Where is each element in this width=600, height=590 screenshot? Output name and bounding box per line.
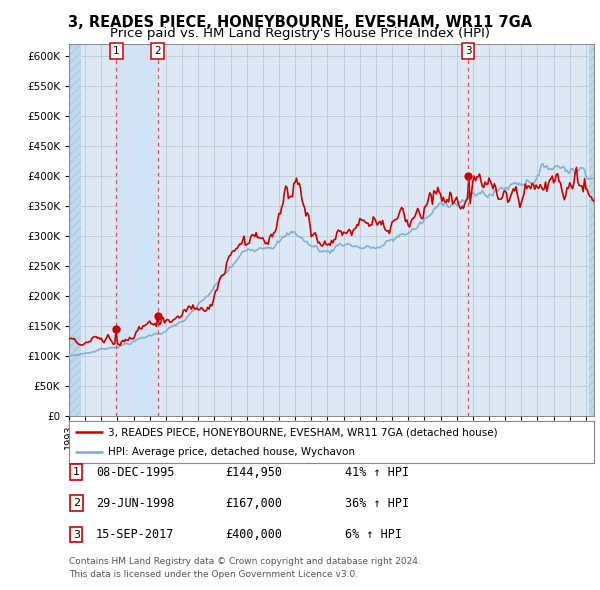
Text: 41% ↑ HPI: 41% ↑ HPI xyxy=(345,466,409,478)
Text: 15-SEP-2017: 15-SEP-2017 xyxy=(96,528,175,541)
Text: HPI: Average price, detached house, Wychavon: HPI: Average price, detached house, Wych… xyxy=(109,447,355,457)
Text: 29-JUN-1998: 29-JUN-1998 xyxy=(96,497,175,510)
Text: Price paid vs. HM Land Registry's House Price Index (HPI): Price paid vs. HM Land Registry's House … xyxy=(110,27,490,40)
Text: 6% ↑ HPI: 6% ↑ HPI xyxy=(345,528,402,541)
Text: £167,000: £167,000 xyxy=(225,497,282,510)
Text: 3: 3 xyxy=(73,530,80,539)
Bar xyxy=(69,44,81,416)
Text: 36% ↑ HPI: 36% ↑ HPI xyxy=(345,497,409,510)
Text: Contains HM Land Registry data © Crown copyright and database right 2024.: Contains HM Land Registry data © Crown c… xyxy=(69,558,421,566)
Text: 3: 3 xyxy=(465,46,472,56)
Text: 1: 1 xyxy=(73,467,80,477)
Text: 2: 2 xyxy=(154,46,161,56)
Text: £400,000: £400,000 xyxy=(225,528,282,541)
Text: 08-DEC-1995: 08-DEC-1995 xyxy=(96,466,175,478)
Bar xyxy=(589,44,594,416)
Text: 1: 1 xyxy=(113,46,119,56)
Text: This data is licensed under the Open Government Licence v3.0.: This data is licensed under the Open Gov… xyxy=(69,571,358,579)
Text: 3, READES PIECE, HONEYBOURNE, EVESHAM, WR11 7GA: 3, READES PIECE, HONEYBOURNE, EVESHAM, W… xyxy=(68,15,532,30)
Text: 2: 2 xyxy=(73,499,80,508)
Text: £144,950: £144,950 xyxy=(225,466,282,478)
Text: 3, READES PIECE, HONEYBOURNE, EVESHAM, WR11 7GA (detached house): 3, READES PIECE, HONEYBOURNE, EVESHAM, W… xyxy=(109,427,498,437)
Bar xyxy=(116,44,158,416)
